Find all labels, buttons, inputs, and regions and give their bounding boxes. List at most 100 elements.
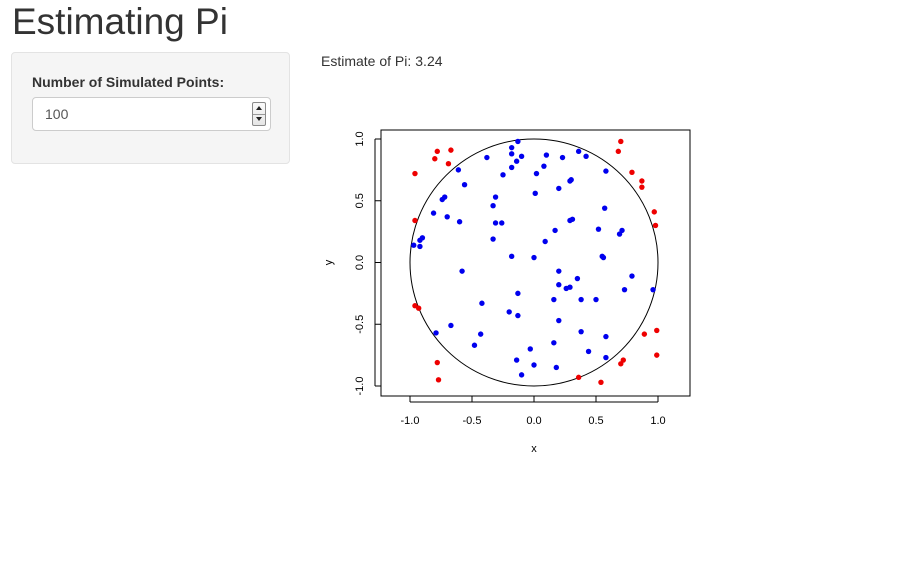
- point-outside: [639, 184, 645, 190]
- x-tick-label: 0.0: [526, 415, 541, 427]
- x-tick-label: -1.0: [401, 415, 420, 427]
- estimate-value: 3.24: [415, 53, 443, 69]
- point-inside: [500, 172, 506, 178]
- stepper-down-icon[interactable]: [253, 114, 265, 125]
- point-inside: [542, 238, 548, 245]
- point-inside: [490, 202, 496, 209]
- point-inside: [563, 285, 569, 292]
- point-inside: [430, 210, 437, 216]
- point-inside: [456, 219, 463, 225]
- y-tick-label: 0.5: [354, 193, 366, 208]
- point-inside: [508, 144, 515, 151]
- point-inside: [629, 273, 635, 279]
- point-inside: [477, 331, 484, 337]
- point-inside: [650, 286, 656, 293]
- y-axis-label: y: [323, 259, 335, 265]
- point-inside: [567, 217, 573, 224]
- point-inside: [471, 342, 478, 348]
- point-outside: [434, 359, 440, 366]
- point-inside: [603, 333, 609, 340]
- plot-frame: [380, 129, 691, 397]
- point-inside: [583, 153, 589, 159]
- point-inside: [492, 194, 499, 200]
- points-input-value: 100: [45, 106, 69, 122]
- point-inside: [578, 296, 584, 303]
- point-inside: [459, 268, 465, 274]
- point-inside: [433, 330, 439, 336]
- point-inside: [578, 328, 584, 335]
- point-outside: [618, 361, 624, 367]
- point-outside: [639, 178, 645, 184]
- points-number-input[interactable]: 100: [32, 97, 271, 131]
- point-inside: [556, 185, 562, 192]
- point-inside: [575, 148, 582, 155]
- point-inside: [417, 237, 423, 243]
- point-inside: [567, 178, 573, 184]
- y-tick-label: 0.0: [354, 255, 366, 270]
- point-outside: [434, 148, 440, 155]
- point-inside: [515, 138, 521, 145]
- estimate-label: Estimate of Pi:: [321, 53, 412, 69]
- pi-estimate-text: Estimate of Pi: 3.24: [321, 53, 443, 69]
- point-inside: [411, 242, 417, 248]
- point-inside: [531, 254, 537, 261]
- points-input-label: Number of Simulated Points:: [32, 74, 225, 90]
- point-outside: [432, 156, 438, 162]
- point-inside: [492, 220, 499, 226]
- y-tick-label: 1.0: [354, 131, 366, 146]
- point-inside: [518, 153, 525, 159]
- point-outside: [618, 138, 624, 145]
- point-outside: [654, 352, 660, 358]
- point-inside: [574, 275, 581, 282]
- point-inside: [599, 253, 605, 260]
- stepper-up-icon[interactable]: [253, 103, 265, 115]
- point-inside: [513, 357, 520, 363]
- point-inside: [551, 296, 557, 303]
- y-tick-label: -1.0: [354, 377, 366, 396]
- point-outside: [629, 169, 635, 176]
- x-tick-label: 0.5: [588, 415, 603, 427]
- point-outside: [575, 374, 582, 381]
- point-inside: [619, 227, 625, 234]
- scatter-plot: -1.0 -0.5 0.0 0.5 1.0 -1.0 -0.5 0.0 0.5 1.0 x y: [323, 129, 691, 455]
- point-inside: [461, 181, 468, 188]
- x-tick-label: -0.5: [463, 415, 482, 427]
- point-inside: [552, 227, 558, 234]
- number-stepper[interactable]: [252, 102, 266, 126]
- x-tick-label: 1.0: [650, 415, 665, 427]
- point-outside: [654, 327, 660, 334]
- point-outside: [412, 170, 418, 177]
- point-outside: [435, 377, 442, 383]
- point-outside: [651, 209, 657, 215]
- point-outside: [448, 147, 454, 153]
- point-inside: [621, 286, 628, 293]
- point-inside: [556, 282, 562, 288]
- point-inside: [518, 372, 525, 378]
- point-inside: [553, 364, 560, 371]
- unit-circle: [409, 138, 659, 387]
- x-axis-label: x: [531, 443, 537, 455]
- point-inside: [595, 226, 602, 232]
- point-inside: [541, 163, 547, 169]
- point-outside: [415, 305, 422, 311]
- point-inside: [490, 236, 496, 242]
- point-inside: [508, 253, 515, 260]
- point-inside: [551, 340, 557, 346]
- point-inside: [603, 354, 609, 361]
- point-outside: [412, 217, 418, 224]
- point-inside: [585, 348, 592, 355]
- point-inside: [532, 190, 538, 197]
- point-outside: [615, 148, 622, 155]
- y-tick-label: -0.5: [354, 315, 366, 334]
- point-inside: [499, 220, 505, 226]
- point-inside: [439, 196, 445, 203]
- point-inside: [513, 158, 520, 164]
- point-outside: [598, 379, 604, 385]
- point-inside: [531, 362, 537, 368]
- point-inside: [479, 300, 485, 306]
- point-inside: [603, 168, 609, 174]
- point-inside: [448, 322, 454, 329]
- point-inside: [455, 167, 462, 173]
- point-inside: [417, 243, 423, 250]
- point-inside: [601, 205, 608, 211]
